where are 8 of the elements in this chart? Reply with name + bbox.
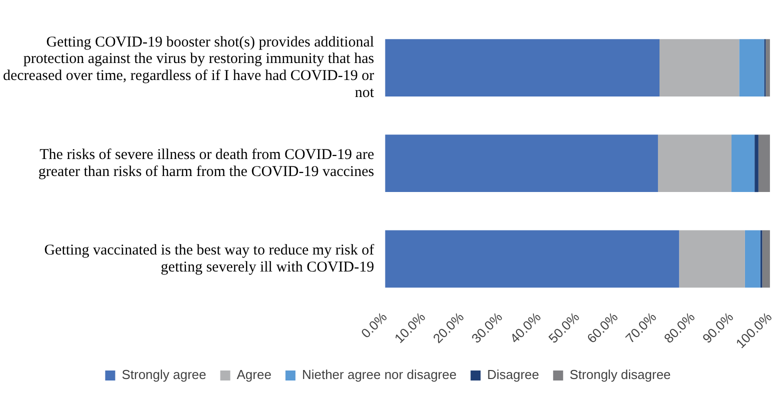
y-tick-label: Getting COVID-19 booster shot(s) provides additional protection against the virus by restoring immunity that has decreased over time, regardless of if I have had COVID-19 or not xyxy=(2,34,375,102)
legend-label: Strongly agree xyxy=(122,367,206,382)
legend-label: Disagree xyxy=(487,367,540,382)
y-tick-label: Getting vaccinated is the best way to reduce my risk of getting severely ill with COVID-19 xyxy=(44,242,374,276)
y-tick-label: The risks of severe illness or death from COVID-19 are greater than risks of harm from the COVID-19 vaccines xyxy=(38,146,374,180)
legend-label: Agree xyxy=(236,367,272,382)
legend-label: Niether agree nor disagree xyxy=(302,367,457,382)
legend-label: Strongly disagree xyxy=(570,367,671,382)
